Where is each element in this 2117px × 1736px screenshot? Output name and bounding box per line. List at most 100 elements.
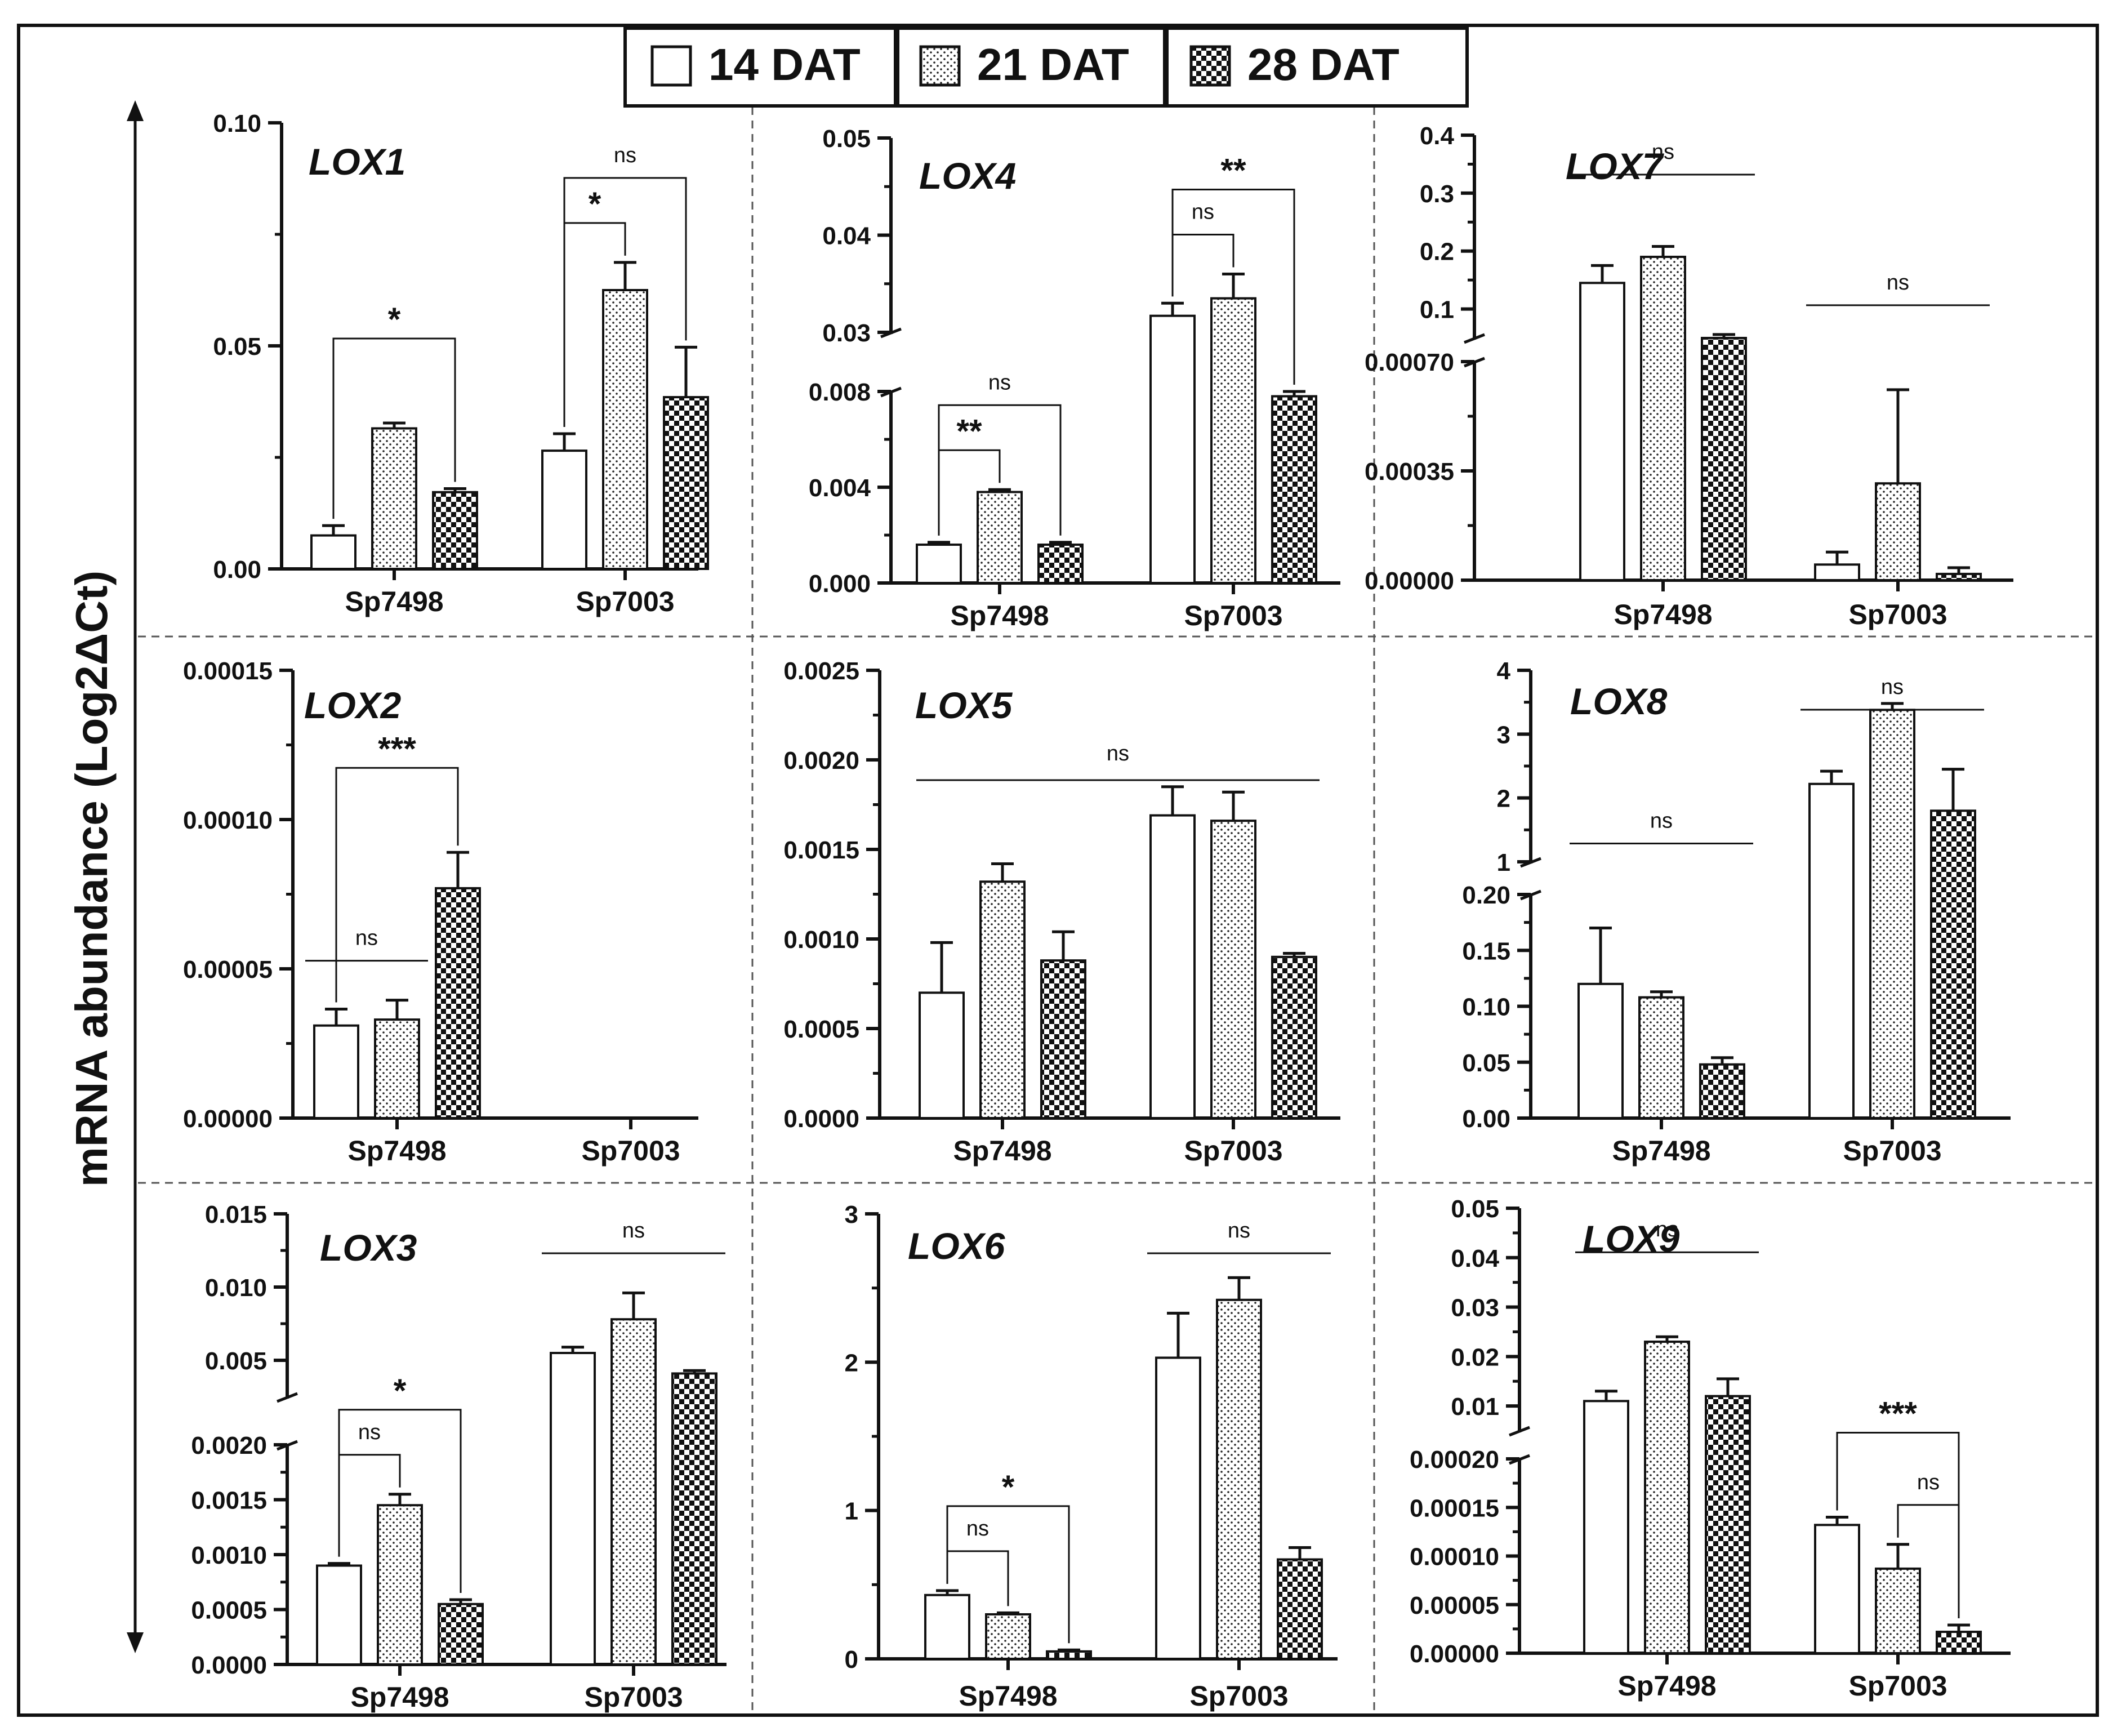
significance-label: ns bbox=[1228, 1219, 1250, 1243]
y-tick-label: 3 bbox=[845, 1201, 858, 1228]
bar-14dat-sp7498 bbox=[924, 1593, 970, 1660]
y-tick-label: 0.04 bbox=[1451, 1245, 1499, 1272]
bar-28dat-sp7003 bbox=[1271, 395, 1317, 584]
bar-28dat-sp7003 bbox=[1277, 1558, 1323, 1660]
bar-28dat-sp7498 bbox=[432, 491, 478, 570]
bar-28dat-sp7003 bbox=[1936, 572, 1982, 582]
chart-panel-lox7: 0.00000 0.00035 0.00070 0.1 0.2 0.3 0.4 Sp7498 S… bbox=[1365, 122, 2013, 630]
y-tick-label: 0.20 bbox=[1462, 882, 1510, 909]
bar-28dat-sp7003 bbox=[1930, 809, 1976, 1120]
y-tick-label: 1 bbox=[1497, 849, 1510, 876]
y-tick-label: 0.00000 bbox=[183, 1105, 273, 1133]
y-axis-arrow bbox=[127, 100, 144, 1653]
y-tick-label: 0.00015 bbox=[183, 657, 273, 685]
significance-label: ns bbox=[355, 927, 378, 950]
significance-label: ns bbox=[1887, 271, 1909, 295]
significance-bracket bbox=[335, 767, 459, 1003]
chart-panel-lox8: 0.00 0.05 0.10 0.15 0.20 1 2 3 4 Sp7498 Sp7003 LOX8… bbox=[1462, 657, 2011, 1167]
significance-bracket bbox=[1897, 1504, 1960, 1618]
bar-21dat-sp7498 bbox=[1638, 996, 1684, 1119]
bar-21dat-sp7498 bbox=[1640, 256, 1686, 581]
bar-21dat-sp7498 bbox=[374, 1018, 420, 1119]
y-tick-label: 0.005 bbox=[205, 1347, 267, 1375]
bar-28dat-sp7498 bbox=[1037, 544, 1084, 584]
significance-label: ns bbox=[358, 1421, 381, 1444]
bar-14dat-sp7498 bbox=[1577, 982, 1624, 1120]
x-tick-label: Sp7498 bbox=[953, 1135, 1051, 1167]
panel-separators bbox=[138, 107, 2097, 1715]
y-tick-label: 0.0000 bbox=[783, 1105, 859, 1133]
panel-title: LOX5 bbox=[915, 684, 1013, 726]
bar-21dat-sp7498 bbox=[979, 880, 1026, 1119]
axis-break-mark bbox=[1509, 1454, 1530, 1465]
legend-label-21dat: 21 DAT bbox=[977, 39, 1129, 90]
bar-28dat-sp7498 bbox=[438, 1603, 484, 1666]
significance-bracket bbox=[338, 1454, 401, 1557]
bar-21dat-sp7003 bbox=[610, 1318, 657, 1666]
x-tick-label: Sp7498 bbox=[350, 1681, 449, 1713]
x-tick-label: Sp7498 bbox=[1612, 1135, 1710, 1167]
axis-break-mark bbox=[1464, 357, 1485, 368]
legend-swatch-14dat bbox=[650, 45, 692, 87]
bar-28dat-sp7003 bbox=[671, 1372, 717, 1666]
y-tick-label: 0.00035 bbox=[1365, 458, 1454, 486]
significance-label: ** bbox=[956, 413, 982, 449]
significance-label: * bbox=[394, 1373, 407, 1409]
bar-14dat-sp7003 bbox=[1149, 814, 1196, 1119]
chart-panel-lox6: 0 1 2 3 Sp7498 Sp7003 LOX6 * ns ns bbox=[845, 1201, 1338, 1712]
panel-title: LOX8 bbox=[1570, 680, 1668, 722]
bar-28dat-sp7498 bbox=[1040, 959, 1086, 1120]
significance-label: ns bbox=[1881, 675, 1904, 699]
panel-title: LOX1 bbox=[309, 141, 405, 182]
bar-28dat-sp7003 bbox=[1271, 955, 1317, 1120]
arrow-down-icon bbox=[127, 1632, 144, 1653]
bar-21dat-sp7003 bbox=[1869, 709, 1915, 1120]
legend-swatch-21dat bbox=[919, 45, 961, 87]
y-tick-label: 0.0005 bbox=[191, 1597, 267, 1624]
significance-label: ns bbox=[1107, 742, 1129, 765]
x-tick-label: Sp7498 bbox=[950, 600, 1049, 631]
y-tick-label: 0.02 bbox=[1451, 1343, 1499, 1371]
bar-14dat-sp7498 bbox=[313, 1024, 359, 1119]
bar-28dat-sp7498 bbox=[1046, 1650, 1092, 1660]
arrow-up-icon bbox=[127, 100, 144, 121]
bar-21dat-sp7498 bbox=[377, 1504, 423, 1666]
bar-14dat-sp7003 bbox=[1155, 1356, 1201, 1660]
bar-14dat-sp7003 bbox=[1808, 782, 1855, 1119]
y-axis-title: mRNA abundance (Log2ΔCt) bbox=[66, 571, 117, 1187]
legend-box bbox=[623, 26, 1469, 108]
bar-21dat-sp7498 bbox=[985, 1613, 1031, 1660]
y-tick-label: 0.0025 bbox=[783, 657, 859, 685]
significance-label: ns bbox=[1656, 1218, 1678, 1241]
x-tick-label: Sp7498 bbox=[345, 586, 443, 617]
significance-label: ns bbox=[622, 1219, 645, 1243]
y-tick-label: 2 bbox=[845, 1349, 858, 1377]
bar-21dat-sp7003 bbox=[1210, 820, 1256, 1119]
significance-label: *** bbox=[378, 731, 416, 767]
x-tick-label: Sp7498 bbox=[347, 1135, 446, 1167]
y-tick-label: 0.0005 bbox=[783, 1016, 859, 1043]
legend-label-28dat: 28 DAT bbox=[1247, 39, 1400, 90]
y-tick-label: 0.10 bbox=[1462, 994, 1510, 1021]
significance-bracket bbox=[563, 222, 626, 428]
significance-bracket bbox=[1171, 234, 1234, 297]
legend-label-14dat: 14 DAT bbox=[708, 39, 861, 90]
y-tick-label: 0.004 bbox=[809, 474, 871, 502]
panel-title: LOX2 bbox=[304, 684, 402, 726]
y-tick-label: 0.00015 bbox=[1410, 1494, 1499, 1522]
y-tick-label: 0.04 bbox=[822, 222, 871, 250]
y-tick-label: 0.000 bbox=[809, 570, 871, 598]
bar-21dat-sp7498 bbox=[371, 427, 417, 571]
bar-14dat-sp7498 bbox=[1583, 1400, 1629, 1654]
bar-21dat-sp7003 bbox=[1875, 1567, 1921, 1655]
y-tick-label: 0.00000 bbox=[1410, 1640, 1499, 1668]
y-tick-label: 0.0000 bbox=[191, 1652, 267, 1679]
significance-label: ns bbox=[1917, 1471, 1940, 1494]
x-tick-label: Sp7003 bbox=[576, 586, 674, 617]
significance-label: ns bbox=[614, 144, 636, 167]
bar-28dat-sp7498 bbox=[1701, 337, 1747, 581]
significance-bracket bbox=[332, 337, 456, 519]
x-tick-label: Sp7003 bbox=[1848, 599, 1947, 630]
y-tick-label: 0.05 bbox=[213, 333, 261, 360]
bar-21dat-sp7003 bbox=[1216, 1298, 1262, 1661]
